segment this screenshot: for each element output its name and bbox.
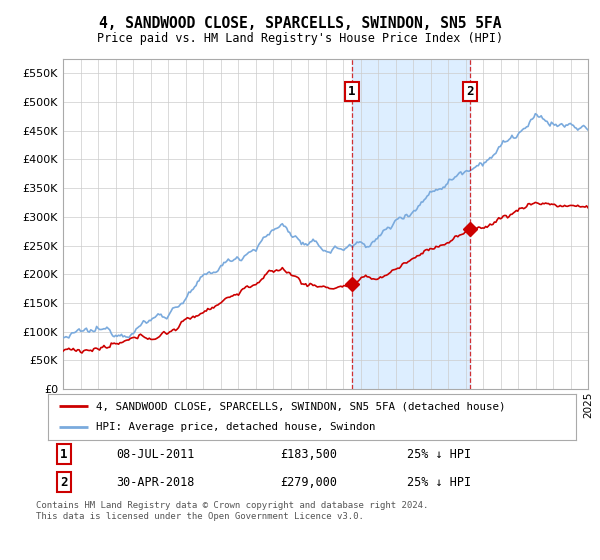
Text: Contains HM Land Registry data © Crown copyright and database right 2024.
This d: Contains HM Land Registry data © Crown c… [36, 501, 428, 521]
Text: 08-JUL-2011: 08-JUL-2011 [116, 447, 195, 461]
Text: £279,000: £279,000 [280, 476, 337, 489]
Text: £183,500: £183,500 [280, 447, 337, 461]
Text: 25% ↓ HPI: 25% ↓ HPI [407, 447, 471, 461]
Text: HPI: Average price, detached house, Swindon: HPI: Average price, detached house, Swin… [95, 422, 375, 432]
Text: 2: 2 [466, 85, 473, 99]
Text: 1: 1 [348, 85, 355, 99]
Text: 1: 1 [60, 447, 68, 461]
Text: 4, SANDWOOD CLOSE, SPARCELLS, SWINDON, SN5 5FA (detached house): 4, SANDWOOD CLOSE, SPARCELLS, SWINDON, S… [95, 401, 505, 411]
Text: Price paid vs. HM Land Registry's House Price Index (HPI): Price paid vs. HM Land Registry's House … [97, 32, 503, 45]
Bar [352, 59, 470, 389]
Text: 30-APR-2018: 30-APR-2018 [116, 476, 195, 489]
Text: 2: 2 [60, 476, 68, 489]
Text: 25% ↓ HPI: 25% ↓ HPI [407, 476, 471, 489]
Text: 4, SANDWOOD CLOSE, SPARCELLS, SWINDON, SN5 5FA: 4, SANDWOOD CLOSE, SPARCELLS, SWINDON, S… [99, 16, 501, 31]
